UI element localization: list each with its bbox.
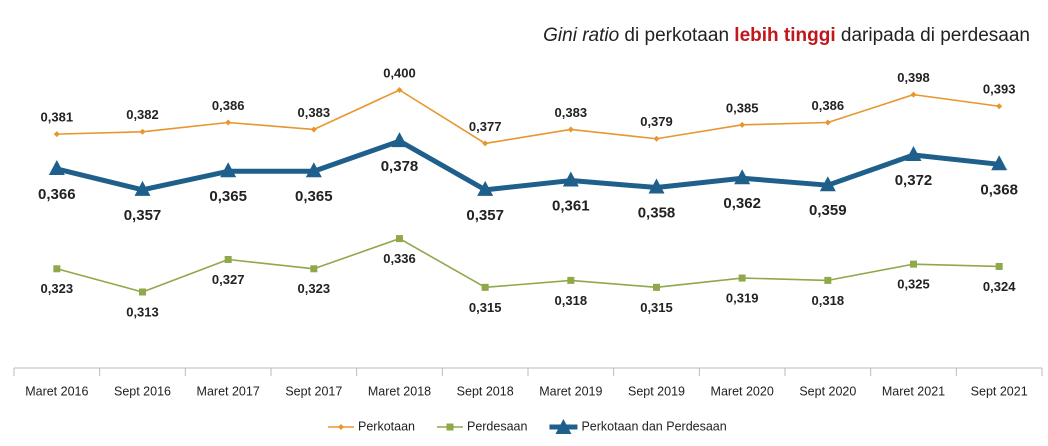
data-label: 0,358 <box>638 204 676 221</box>
x-tick-label: Sept 2020 <box>799 384 856 398</box>
marker <box>53 131 60 138</box>
marker <box>739 121 746 128</box>
x-tick-label: Sept 2021 <box>971 384 1028 398</box>
marker <box>653 283 660 291</box>
marker <box>310 265 318 273</box>
data-label: 0,365 <box>209 188 247 205</box>
data-label: 0,325 <box>897 277 930 292</box>
series-line <box>56 237 1000 293</box>
data-label: 0,361 <box>552 198 590 215</box>
x-tick-label: Maret 2019 <box>539 384 602 398</box>
data-label: 0,319 <box>726 291 759 306</box>
data-label: 0,336 <box>383 251 416 266</box>
x-tick-label: Maret 2016 <box>25 384 88 398</box>
x-tick-label: Sept 2017 <box>285 384 342 398</box>
marker <box>995 262 1003 270</box>
x-tick-label: Maret 2021 <box>882 384 945 398</box>
data-label: 0,398 <box>897 70 930 85</box>
marker <box>910 260 917 268</box>
marker <box>305 162 322 178</box>
marker <box>824 276 832 284</box>
data-label: 0,362 <box>723 195 761 212</box>
data-label: 0,318 <box>555 293 588 308</box>
data-label: 0,357 <box>124 207 162 224</box>
data-label: 0,315 <box>469 300 502 315</box>
data-label: 0,323 <box>298 281 331 296</box>
marker <box>396 87 403 93</box>
legend-label: Perkotaan dan Perdesaan <box>581 419 726 433</box>
marker <box>738 274 746 282</box>
data-label: 0,386 <box>812 98 845 113</box>
marker <box>653 135 660 142</box>
x-tick-label: Sept 2016 <box>114 384 171 398</box>
x-tick-label: Maret 2017 <box>197 384 260 398</box>
data-label: 0,357 <box>466 207 504 224</box>
marker <box>734 169 751 185</box>
data-label: 0,385 <box>726 100 759 115</box>
marker <box>910 91 917 98</box>
marker <box>220 162 237 178</box>
series-line <box>56 138 1000 193</box>
marker <box>396 235 403 243</box>
marker <box>555 419 572 434</box>
x-tick-label: Sept 2019 <box>628 384 685 398</box>
marker <box>310 126 317 133</box>
data-label: 0,383 <box>298 105 331 120</box>
title-part: daripada di perdesaan <box>836 25 1030 46</box>
marker <box>224 255 232 263</box>
data-label: 0,372 <box>895 172 933 189</box>
data-label: 0,368 <box>980 181 1018 198</box>
marker <box>446 423 454 431</box>
marker <box>477 180 494 196</box>
marker <box>905 146 922 162</box>
data-label: 0,318 <box>812 293 845 308</box>
data-label: 0,381 <box>41 110 74 125</box>
marker <box>482 140 489 147</box>
data-label: 0,393 <box>983 82 1016 97</box>
marker <box>48 159 65 175</box>
x-tick-label: Maret 2020 <box>711 384 774 398</box>
data-label: 0,383 <box>555 105 588 120</box>
marker <box>139 128 146 135</box>
marker <box>225 119 232 126</box>
marker <box>991 155 1008 171</box>
marker <box>338 424 344 430</box>
marker <box>481 283 489 291</box>
x-tick-label: Maret 2018 <box>368 384 431 398</box>
data-label: 0,324 <box>983 279 1016 294</box>
title-part: di perkotaan <box>619 25 734 46</box>
series-line <box>56 89 1000 145</box>
title-part: Gini ratio <box>543 25 619 46</box>
marker <box>648 178 665 194</box>
marker <box>139 288 146 296</box>
marker <box>819 176 836 192</box>
data-label: 0,382 <box>126 107 159 122</box>
marker <box>391 132 408 148</box>
marker <box>824 119 831 126</box>
data-label: 0,378 <box>381 158 419 175</box>
legend-label: Perdesaan <box>467 419 528 433</box>
marker <box>567 276 575 284</box>
marker <box>562 171 579 187</box>
data-label: 0,313 <box>126 304 159 319</box>
legend-label: Perkotaan <box>358 419 415 433</box>
data-label: 0,323 <box>41 281 74 296</box>
x-tick-label: Sept 2018 <box>457 384 514 398</box>
data-label: 0,386 <box>212 98 245 113</box>
data-label: 0,327 <box>212 272 245 287</box>
marker <box>53 265 61 273</box>
data-label: 0,366 <box>38 186 76 203</box>
chart-title: Gini ratio di perkotaan lebih tinggi dar… <box>543 25 1030 46</box>
data-label: 0,379 <box>640 114 673 129</box>
marker <box>134 180 151 196</box>
data-label: 0,359 <box>809 202 847 219</box>
title-part: lebih tinggi <box>734 25 835 46</box>
data-label: 0,315 <box>640 300 673 315</box>
data-label: 0,400 <box>383 65 416 80</box>
marker <box>996 103 1003 110</box>
marker <box>567 126 574 133</box>
data-label: 0,365 <box>295 188 333 205</box>
data-label: 0,377 <box>469 119 502 134</box>
